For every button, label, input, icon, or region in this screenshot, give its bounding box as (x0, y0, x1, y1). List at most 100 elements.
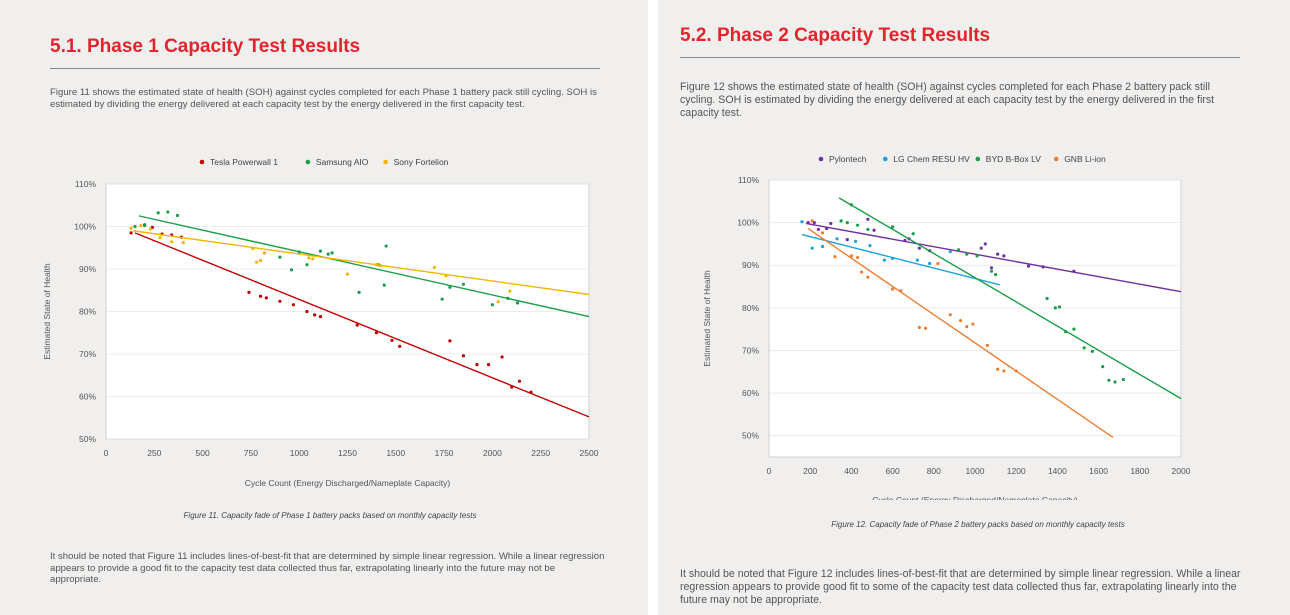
legend-marker-lg-chem-resu-hv (883, 156, 888, 162)
data-point-sony-fortelion (181, 241, 185, 245)
x-tick-label: 2000 (1172, 466, 1191, 476)
data-point-byd-b-box-lv (1045, 296, 1049, 301)
x-tick-label: 250 (147, 448, 161, 458)
x-tick-label: 800 (927, 466, 941, 476)
data-point-samsung-aio (143, 224, 147, 228)
data-point-tesla-powerwall-1 (448, 339, 452, 343)
fit-line-pylontech (805, 222, 1182, 293)
legend-marker-byd-b-box-lv (975, 156, 981, 162)
y-tick-label: 50% (79, 434, 96, 444)
data-point-tesla-powerwall-1 (264, 296, 268, 300)
data-point-byd-b-box-lv (849, 203, 853, 207)
data-point-samsung-aio (133, 224, 137, 229)
data-point-sony-fortelion (496, 300, 500, 304)
y-tick-label: 70% (742, 345, 759, 355)
data-point-gnb-li-ion (810, 219, 814, 223)
data-point-tesla-powerwall-1 (305, 309, 309, 314)
x-tick-label: 750 (244, 448, 258, 458)
data-point-pylontech (979, 246, 983, 250)
data-point-tesla-powerwall-1 (313, 313, 317, 317)
data-point-sony-fortelion (148, 227, 153, 231)
data-point-tesla-powerwall-1 (475, 363, 479, 367)
data-point-lg-chem-resu-hv (810, 246, 814, 250)
legend-marker-samsung-aio (305, 159, 311, 165)
legend-label-pylontech: Pylontech (829, 154, 867, 164)
data-point-gnb-li-ion (891, 287, 895, 291)
data-point-samsung-aio (326, 252, 330, 256)
x-tick-label: 2500 (580, 448, 599, 458)
legend-label-gnb-li-ion: GNB Li-ion (1064, 154, 1106, 164)
data-point-sony-fortelion (258, 258, 263, 263)
data-point-gnb-li-ion (985, 343, 989, 347)
data-point-pylontech (983, 242, 987, 246)
data-point-gnb-li-ion (820, 231, 825, 235)
data-point-pylontech (829, 221, 833, 226)
figure-12-caption: Figure 12. Capacity fade of Phase 2 batt… (831, 520, 1125, 529)
x-tick-label: 1000 (966, 466, 985, 476)
data-point-pylontech (996, 252, 1000, 256)
phase2-heading: 5.2. Phase 2 Capacity Test Results (680, 25, 991, 46)
data-point-byd-b-box-lv (1064, 330, 1068, 334)
figure-11-chart: 50% 60% 70% 80% 90% 100% 110% 0 250 500 750 1000 125… (42, 157, 599, 488)
data-point-gnb-li-ion (866, 275, 870, 279)
data-point-tesla-powerwall-1 (291, 303, 296, 307)
data-point-pylontech (1026, 264, 1031, 268)
x-tick-label: 200 (803, 466, 817, 476)
phase1-note: It should be noted that Figure 11 includ… (50, 551, 605, 585)
data-point-sony-fortelion (251, 247, 255, 251)
fit-line-samsung-aio (138, 215, 590, 318)
data-point-samsung-aio (166, 210, 170, 214)
data-point-tesla-powerwall-1 (247, 290, 251, 294)
data-point-lg-chem-resu-hv (948, 249, 952, 254)
data-point-tesla-powerwall-1 (390, 338, 394, 342)
data-point-byd-b-box-lv (975, 254, 979, 258)
data-point-tesla-powerwall-1 (486, 363, 491, 367)
y-tick-label: 60% (79, 392, 96, 402)
x-axis-title: Cycle Count (Energy Discharged/Nameplate… (245, 478, 451, 488)
data-point-lg-chem-resu-hv (800, 220, 804, 224)
data-point-gnb-li-ion (917, 325, 921, 330)
phase1-panel: 5.1. Phase 1 Capacity Test Results Figur… (42, 36, 605, 585)
data-point-lg-chem-resu-hv (853, 239, 858, 243)
data-point-byd-b-box-lv (1121, 377, 1125, 382)
data-point-pylontech (1072, 269, 1076, 273)
data-point-gnb-li-ion (936, 261, 940, 266)
data-point-sony-fortelion (307, 256, 311, 260)
data-point-byd-b-box-lv (866, 227, 870, 232)
data-point-gnb-li-ion (1014, 369, 1018, 373)
data-point-tesla-powerwall-1 (278, 299, 282, 303)
data-point-tesla-powerwall-1 (461, 354, 466, 358)
data-point-gnb-li-ion (849, 254, 853, 258)
data-point-samsung-aio (156, 211, 160, 215)
data-point-lg-chem-resu-hv (891, 256, 895, 261)
data-point-samsung-aio (278, 255, 282, 259)
data-point-samsung-aio (384, 244, 388, 248)
phase2-note: It should be noted that Figure 12 includ… (680, 568, 1241, 607)
legend-marker-gnb-li-ion (1053, 156, 1059, 162)
y-axis-title: Estimated State of Health (702, 270, 712, 367)
data-point-gnb-li-ion (971, 322, 975, 326)
y-tick-label: 60% (742, 388, 759, 398)
data-point-gnb-li-ion (833, 255, 837, 259)
y-tick-label: 110% (738, 175, 760, 185)
data-point-gnb-li-ion (958, 319, 963, 323)
data-point-lg-chem-resu-hv (835, 237, 839, 241)
data-point-sony-fortelion (432, 265, 437, 269)
x-tick-label: 500 (196, 448, 210, 458)
y-tick-label: 80% (79, 307, 96, 317)
legend-marker-sony-fortelion (383, 159, 388, 165)
data-point-lg-chem-resu-hv (915, 258, 919, 262)
fit-line-lg-chem-resu-hv (801, 233, 1000, 286)
legend-label-sony-fortelion: Sony Fortelion (394, 157, 449, 167)
data-point-pylontech (1041, 265, 1045, 269)
legend-label-samsung-aio: Samsung AIO (316, 157, 369, 167)
y-tick-label: 70% (79, 349, 96, 359)
data-point-pylontech (816, 227, 821, 232)
data-point-sony-fortelion (139, 224, 143, 228)
data-point-gnb-li-ion (899, 289, 903, 293)
x-tick-label: 1200 (1007, 466, 1026, 476)
data-point-sony-fortelion (374, 263, 379, 267)
x-tick-label: 1750 (435, 448, 454, 458)
data-point-samsung-aio (506, 296, 510, 300)
data-point-sony-fortelion (129, 226, 133, 230)
